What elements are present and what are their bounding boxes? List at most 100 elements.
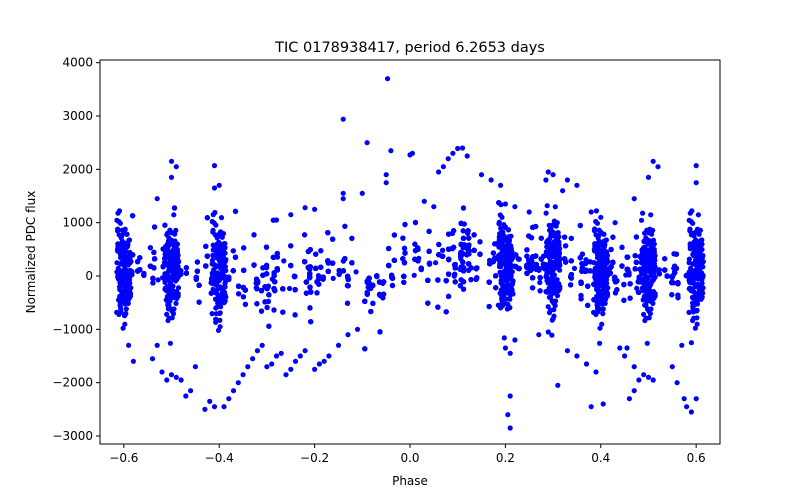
data-point <box>460 228 466 234</box>
data-point <box>115 210 121 216</box>
data-point <box>568 235 574 241</box>
data-point <box>120 325 126 331</box>
data-point <box>254 301 260 307</box>
data-point <box>626 270 632 276</box>
data-point <box>381 279 387 285</box>
data-point <box>117 280 123 286</box>
data-point <box>633 234 640 240</box>
data-point <box>124 268 130 274</box>
data-point <box>254 276 260 282</box>
data-point <box>368 308 374 315</box>
data-point <box>415 246 421 252</box>
data-point <box>446 271 452 277</box>
data-point <box>302 259 308 265</box>
data-point <box>171 276 177 282</box>
data-point <box>209 311 215 317</box>
data-point <box>240 294 246 300</box>
data-point <box>340 268 346 274</box>
data-point <box>232 208 239 214</box>
data-point <box>215 300 221 306</box>
data-point <box>122 259 128 266</box>
data-point <box>533 253 539 259</box>
data-point <box>325 268 331 274</box>
data-point <box>260 265 266 271</box>
data-point <box>400 256 406 262</box>
data-point <box>562 256 568 262</box>
data-point <box>170 290 176 296</box>
data-point <box>672 263 678 269</box>
data-point <box>210 252 216 259</box>
data-point <box>449 245 455 252</box>
data-point <box>162 271 168 277</box>
data-point <box>621 281 627 288</box>
data-point <box>242 301 248 307</box>
data-point <box>217 310 223 316</box>
data-point <box>147 245 153 251</box>
data-point <box>386 245 392 252</box>
data-point <box>452 271 458 277</box>
data-point <box>320 276 326 282</box>
data-point <box>460 259 466 265</box>
data-point <box>612 290 619 296</box>
data-point <box>336 271 342 277</box>
data-point <box>291 274 298 280</box>
data-point <box>568 258 574 264</box>
data-point <box>536 265 542 272</box>
data-point <box>318 248 324 254</box>
data-point <box>400 235 406 241</box>
data-point <box>272 279 278 285</box>
data-point <box>262 299 268 305</box>
data-point <box>412 241 418 247</box>
data-point <box>585 302 591 308</box>
data-point <box>210 286 216 292</box>
data-point <box>457 283 463 289</box>
data-point <box>336 267 342 274</box>
data-point <box>619 263 625 269</box>
data-point <box>141 270 147 277</box>
data-point <box>349 260 355 266</box>
data-point <box>577 222 583 229</box>
data-point <box>435 277 441 283</box>
data-point <box>528 235 535 241</box>
data-point <box>490 250 496 256</box>
data-point <box>114 217 120 223</box>
data-point <box>165 306 171 312</box>
data-point <box>114 260 120 266</box>
data-point <box>471 232 477 238</box>
data-point <box>264 262 270 268</box>
data-point <box>466 235 472 241</box>
data-point <box>124 231 130 237</box>
data-point <box>492 241 498 247</box>
data-point <box>118 289 125 295</box>
data-point <box>460 286 467 292</box>
data-point <box>236 283 242 289</box>
data-point <box>218 263 224 269</box>
data-point <box>632 266 638 272</box>
data-point <box>241 245 247 251</box>
data-point <box>137 267 143 273</box>
data-point <box>669 292 675 298</box>
data-point <box>255 280 261 286</box>
data-point <box>362 298 368 304</box>
data-point <box>426 228 432 234</box>
data-point <box>303 279 309 285</box>
data-point <box>608 246 614 253</box>
data-point <box>634 285 640 291</box>
data-point <box>345 274 351 280</box>
data-point <box>114 309 120 315</box>
data-point <box>402 250 408 256</box>
data-point <box>527 267 534 273</box>
data-point <box>578 292 584 299</box>
data-point <box>122 298 128 304</box>
data-point <box>391 257 397 263</box>
data-point <box>163 276 169 282</box>
data-point <box>533 261 540 268</box>
data-point <box>171 306 177 312</box>
data-point <box>460 265 466 271</box>
data-point <box>401 260 408 266</box>
data-point <box>126 237 132 243</box>
data-point <box>218 215 225 221</box>
data-point <box>127 277 133 283</box>
data-point <box>516 256 522 262</box>
